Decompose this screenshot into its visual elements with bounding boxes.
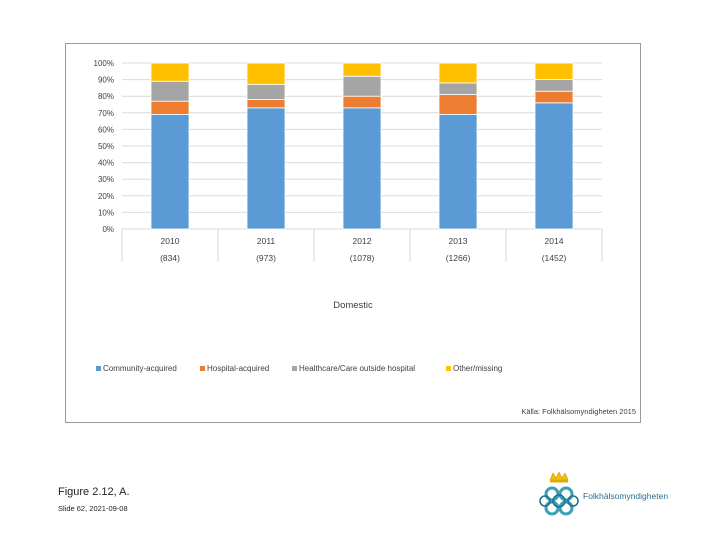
legend-label: Healthcare/Care outside hospital	[299, 364, 416, 373]
agency-logo: Folkhälsomyndigheten	[536, 470, 676, 522]
x-axis-title: Domestic	[333, 300, 373, 311]
bar-segment	[246, 62, 286, 85]
category-count-label: (1266)	[446, 253, 471, 263]
x-tick-label: 2013	[449, 236, 468, 246]
y-tick-label: 60%	[98, 125, 114, 134]
legend-swatch	[446, 366, 451, 371]
legend-item: Hospital-acquired	[200, 364, 269, 373]
bar-segment	[534, 90, 574, 104]
category-count-label: (834)	[160, 253, 180, 263]
y-tick-label: 20%	[98, 192, 114, 201]
y-tick-label: 80%	[98, 92, 114, 101]
bar-segment	[342, 107, 382, 230]
legend-label: Community-acquired	[103, 364, 177, 373]
bar-segment	[246, 99, 286, 109]
y-tick-label: 90%	[98, 76, 114, 85]
bar-segment	[438, 114, 478, 230]
stacked-bar-chart: 0% 10% 20% 30% 40% 50% 60% 70% 80% 90% 100% 2010 (83…	[94, 59, 603, 263]
y-tick-label: 10%	[98, 208, 114, 217]
chart-frame: 0% 10% 20% 30% 40% 50% 60% 70% 80% 90% 100% 2010 (83…	[65, 43, 641, 423]
bar-segment	[150, 80, 190, 102]
bar-segment	[150, 62, 190, 82]
crown-knot-icon	[539, 471, 579, 516]
bar-segment	[246, 84, 286, 100]
legend-label: Hospital-acquired	[207, 364, 270, 373]
bar-segment	[438, 82, 478, 95]
legend-swatch	[200, 366, 205, 371]
x-tick-label: 2011	[257, 236, 276, 246]
bar-segment	[150, 100, 190, 115]
bar-segment	[342, 75, 382, 97]
category-count-label: (973)	[256, 253, 276, 263]
bar-segment	[246, 107, 286, 230]
y-tick-label: 40%	[98, 159, 114, 168]
x-tick-label: 2010	[161, 236, 180, 246]
bar-segment	[438, 62, 478, 84]
legend-swatch	[96, 366, 101, 371]
category-count-label: (1452)	[542, 253, 567, 263]
x-tick-label: 2014	[545, 236, 564, 246]
bar-segment	[342, 95, 382, 109]
y-tick-label: 50%	[98, 142, 114, 151]
category-count-label: (1078)	[350, 253, 375, 263]
bar-segment	[534, 62, 574, 81]
figure-title: Figure 2.12, A.	[58, 486, 130, 498]
y-tick-label: 70%	[98, 109, 114, 118]
bar-segment	[438, 94, 478, 115]
slide-reference: Slide 62, 2021-09-08	[58, 504, 128, 513]
bar-segment	[534, 79, 574, 92]
y-tick-label: 30%	[98, 175, 114, 184]
legend-item: Community-acquired	[96, 364, 177, 373]
y-tick-label: 100%	[94, 59, 114, 68]
legend-item: Healthcare/Care outside hospital	[292, 364, 415, 373]
x-tick-label: 2012	[353, 236, 372, 246]
source-note: Källa: Folkhälsomyndigheten 2015	[521, 407, 636, 416]
legend-label: Other/missing	[453, 364, 503, 373]
bar-segment	[150, 114, 190, 230]
legend-item: Other/missing	[446, 364, 502, 373]
bar-segment	[534, 102, 574, 230]
y-tick-label: 0%	[102, 225, 114, 234]
bar-segment	[342, 62, 382, 77]
logo-text: Folkhälsomyndigheten	[583, 491, 669, 501]
legend-swatch	[292, 366, 297, 371]
